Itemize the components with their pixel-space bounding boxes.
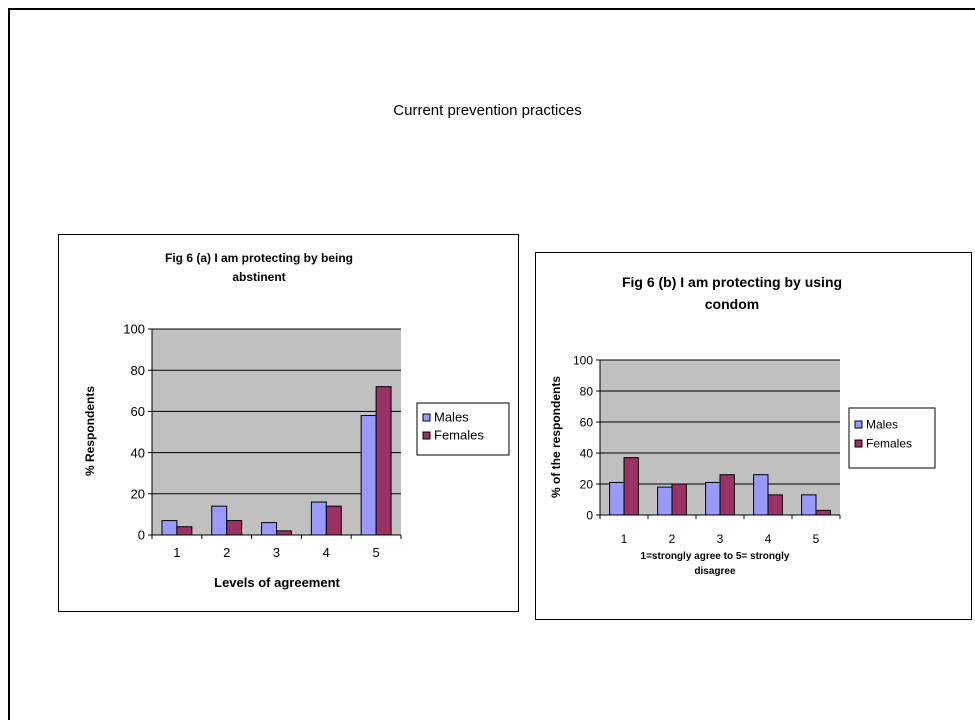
y-tick-label: 100: [573, 353, 593, 367]
chart-title-line: Fig 6 (a) I am protecting by being: [165, 251, 353, 265]
x-tick-label: 5: [813, 532, 820, 546]
chart-a-svg: 0 20 40 60 80 100 1 2 3 4 5 Fig 6 (a) I am protecti…: [83, 251, 510, 590]
x-tick-label: 4: [323, 545, 330, 560]
bar-females-5: [375, 386, 392, 536]
x-axis-label: Levels of agreement: [214, 575, 340, 590]
bar-males-5: [360, 415, 377, 536]
x-tick-label: 1: [621, 532, 628, 546]
y-tick-label: 20: [580, 477, 594, 491]
bar-males-2: [211, 505, 228, 536]
slide-frame: [8, 8, 975, 720]
y-tick-label: 60: [580, 415, 594, 429]
bar-females-5: [815, 509, 831, 516]
bar-females-1: [623, 457, 639, 516]
chart-a-container: 0 20 40 60 80 100 1 2 3 4 5 Fig 6 (a) I am protecti…: [58, 234, 519, 612]
legend-label-females: Females: [866, 437, 912, 451]
legend-swatch-females: [854, 439, 863, 448]
y-tick-label: 60: [131, 404, 145, 419]
legend-swatch-females: [422, 431, 431, 440]
x-tick-label: 5: [372, 545, 379, 560]
bar-males-3: [261, 522, 277, 536]
y-tick-label: 0: [138, 528, 145, 543]
page-title: Current prevention practices: [393, 102, 582, 119]
plot-area: [152, 329, 401, 535]
x-axis-label: 1=strongly agree to 5= strongly: [641, 551, 790, 562]
legend-swatch-males: [422, 413, 431, 422]
chart-b-container: 0 20 40 60 80 100 1 2 3 4 5 Fig 6 (b) I am protecti…: [535, 252, 972, 620]
bar-females-3: [719, 474, 735, 516]
y-tick-label: 0: [586, 508, 593, 522]
bar-males-4: [753, 474, 769, 516]
bar-females-1: [176, 526, 193, 536]
x-tick-label: 2: [669, 532, 676, 546]
x-tick-label: 3: [717, 532, 724, 546]
bar-females-2: [226, 520, 243, 536]
chart-title-line: condom: [705, 296, 759, 312]
y-tick-label: 80: [131, 363, 145, 378]
bar-males-3: [705, 481, 721, 516]
x-axis-label: disagree: [694, 566, 736, 577]
bar-females-4: [767, 494, 783, 516]
legend-box: [848, 407, 936, 469]
legend-label-males: Males: [434, 410, 469, 425]
chart-title-line: abstinent: [232, 270, 285, 284]
bar-females-2: [671, 483, 687, 516]
x-tick-label: 3: [273, 545, 280, 560]
y-axis-label: % of the respondents: [549, 376, 563, 498]
legend-swatch-males: [854, 420, 863, 429]
y-tick-label: 40: [131, 445, 145, 460]
bar-males-5: [801, 494, 817, 516]
legend-label-females: Females: [434, 428, 484, 443]
bar-males-1: [609, 481, 625, 516]
x-tick-label: 1: [173, 545, 180, 560]
legend-box: [416, 402, 510, 456]
bar-males-4: [310, 501, 327, 536]
legend-label-males: Males: [866, 418, 898, 432]
y-tick-label: 80: [580, 384, 594, 398]
bar-males-2: [657, 486, 673, 516]
y-axis-label: % Respondents: [83, 386, 97, 476]
y-tick-label: 40: [580, 446, 594, 460]
bar-males-1: [161, 520, 178, 536]
bar-females-4: [325, 505, 342, 536]
bar-females-3: [276, 530, 292, 536]
y-tick-label: 20: [131, 486, 145, 501]
x-tick-label: 2: [223, 545, 230, 560]
x-tick-label: 4: [765, 532, 772, 546]
chart-title-line: Fig 6 (b) I am protecting by using: [622, 274, 842, 290]
chart-b-svg: 0 20 40 60 80 100 1 2 3 4 5 Fig 6 (b) I am protecti…: [549, 274, 936, 577]
y-tick-label: 100: [123, 322, 145, 337]
